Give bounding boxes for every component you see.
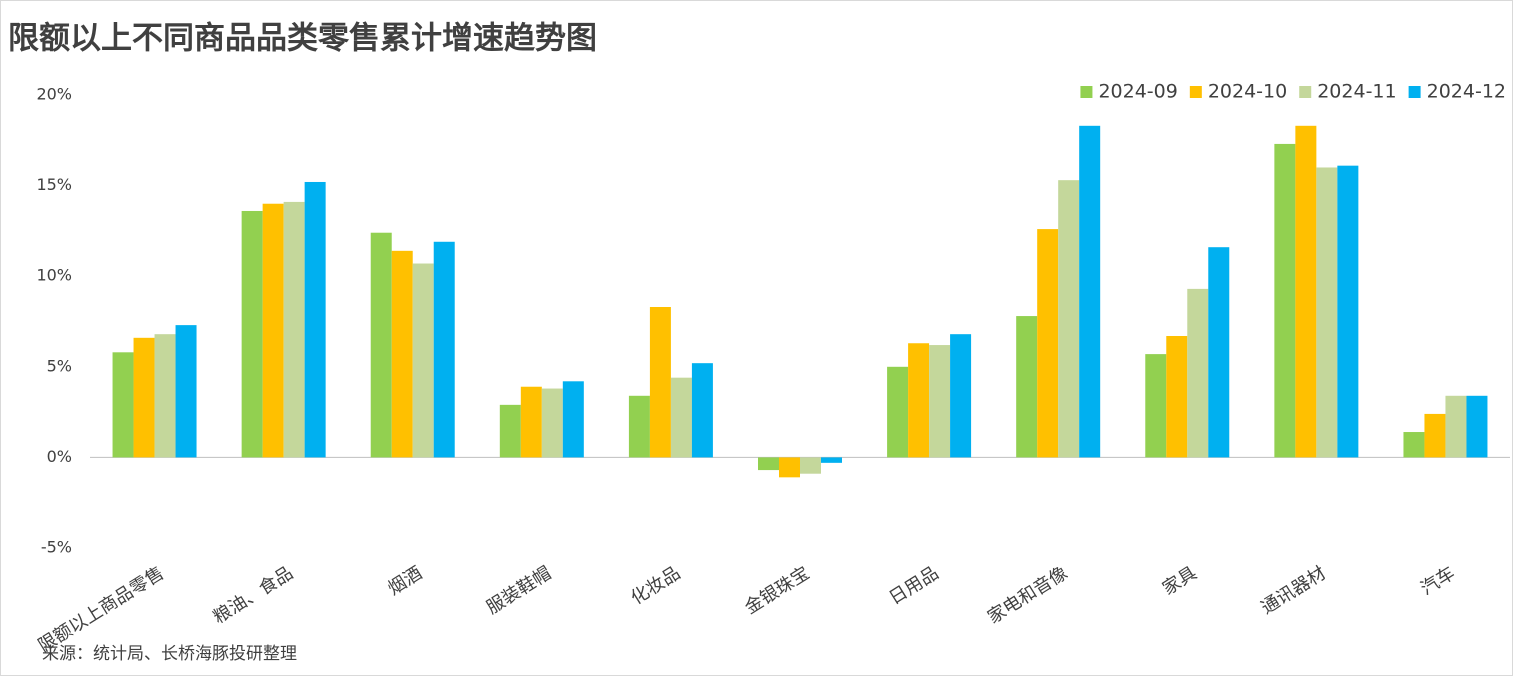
bar xyxy=(1016,316,1038,458)
bar xyxy=(1145,354,1167,458)
bar xyxy=(1037,229,1059,458)
bar xyxy=(1424,413,1446,458)
bar xyxy=(691,363,713,458)
bar xyxy=(370,232,392,458)
bar xyxy=(929,345,951,458)
legend-label: 2024-12 xyxy=(1427,81,1506,103)
bar xyxy=(1058,180,1080,458)
legend-label: 2024-11 xyxy=(1317,81,1396,103)
bar xyxy=(562,381,584,458)
bar xyxy=(887,366,909,458)
bar xyxy=(154,334,176,458)
y-tick-label: 20% xyxy=(36,85,72,104)
legend-swatch xyxy=(1408,86,1421,98)
bar xyxy=(1166,335,1188,458)
bar xyxy=(1208,247,1230,458)
bar xyxy=(433,241,455,458)
bar xyxy=(133,337,155,458)
bar xyxy=(283,201,305,458)
bar xyxy=(649,307,671,458)
bar xyxy=(758,457,779,471)
bar xyxy=(1337,165,1359,458)
bar xyxy=(779,457,800,478)
bar xyxy=(908,343,930,458)
bar xyxy=(304,181,326,458)
bar xyxy=(800,457,821,474)
bar xyxy=(175,325,197,458)
bar xyxy=(1466,395,1488,458)
bar xyxy=(391,250,413,458)
bar xyxy=(950,334,972,458)
legend-label: 2024-09 xyxy=(1098,81,1177,103)
bar xyxy=(670,377,692,458)
bar xyxy=(1403,432,1425,458)
bar xyxy=(1445,395,1467,458)
bar xyxy=(1295,125,1317,458)
bar xyxy=(412,263,434,458)
bar xyxy=(262,203,284,458)
bar xyxy=(499,404,521,458)
y-tick-label: 10% xyxy=(36,266,72,285)
chart-title: 限额以上不同商品品类零售累计增速趋势图 xyxy=(8,21,597,57)
legend-label: 2024-10 xyxy=(1208,81,1287,103)
bar xyxy=(541,388,563,458)
bar xyxy=(112,352,134,458)
bar xyxy=(1316,167,1338,458)
bar xyxy=(821,457,842,463)
bar xyxy=(1187,288,1209,458)
y-tick-label: 5% xyxy=(47,356,72,375)
y-tick-label: 15% xyxy=(36,175,72,194)
y-tick-label: 0% xyxy=(47,447,72,466)
legend-swatch xyxy=(1189,86,1202,98)
source-note: 来源：统计局、长桥海豚投研整理 xyxy=(42,644,297,664)
y-tick-label: -5% xyxy=(41,538,72,557)
legend-swatch xyxy=(1080,86,1093,98)
bar xyxy=(241,210,263,458)
bar xyxy=(628,395,650,458)
bar xyxy=(1079,125,1101,458)
legend-swatch xyxy=(1299,86,1312,98)
bar xyxy=(520,386,542,458)
bar xyxy=(1274,143,1296,458)
